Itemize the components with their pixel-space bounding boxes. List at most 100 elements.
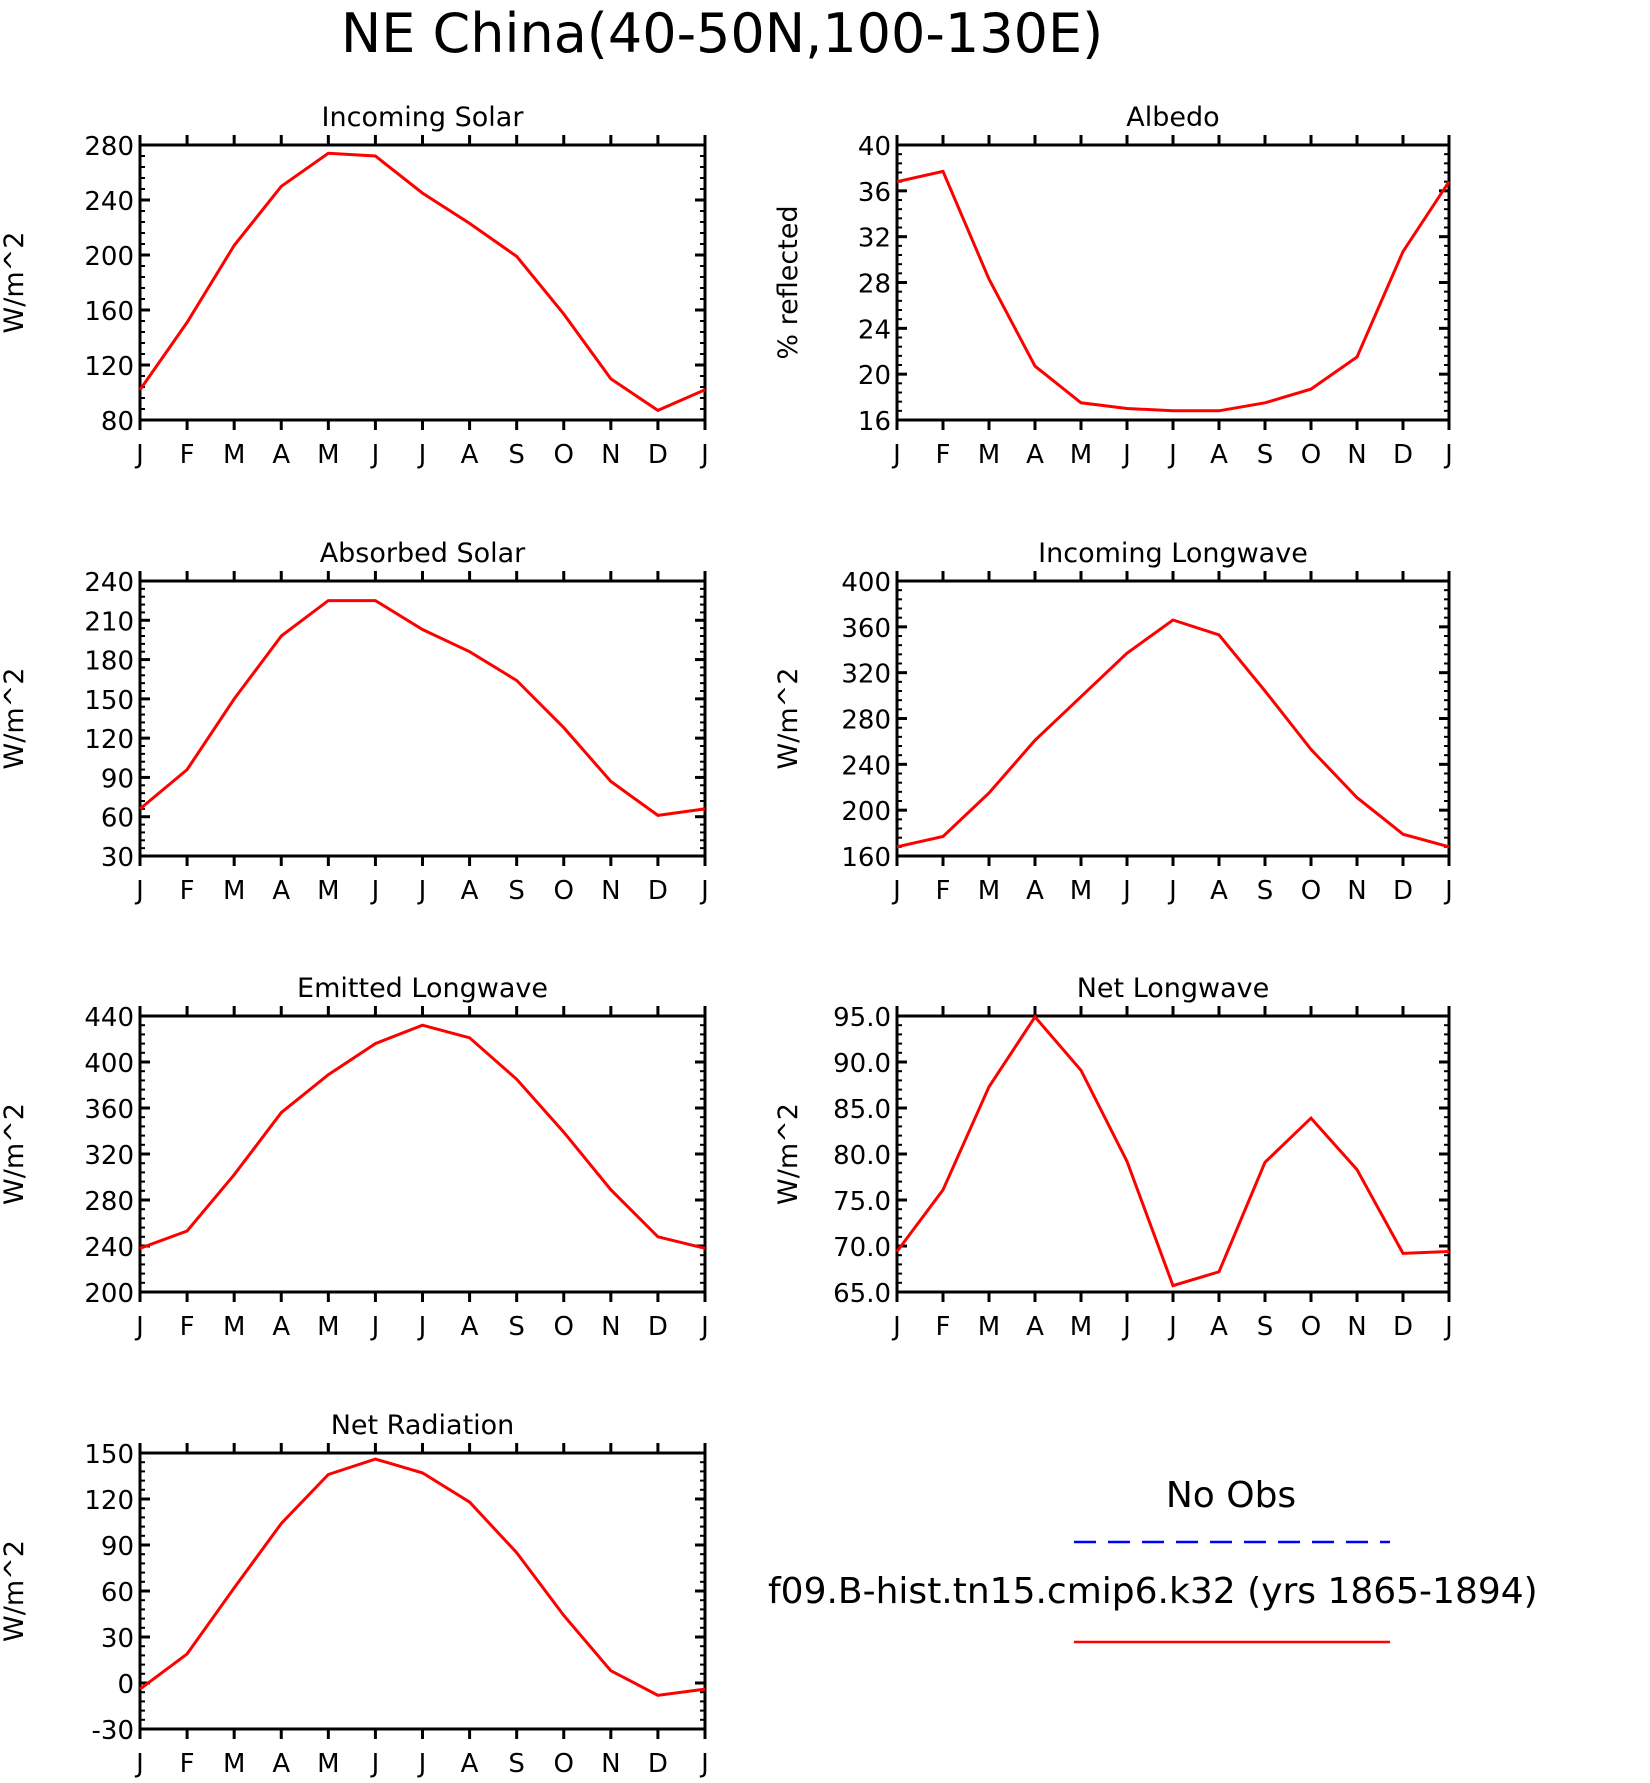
x-tick-label: O <box>554 1312 574 1342</box>
x-tick-label: J <box>1121 876 1131 906</box>
x-tick-label: J <box>417 440 427 470</box>
x-tick-label: J <box>417 1749 427 1779</box>
x-tick-label: F <box>936 440 951 470</box>
y-axis-label: W/m^2 <box>0 232 30 334</box>
x-tick-label: M <box>317 876 339 906</box>
x-tick-label: A <box>1026 1312 1044 1342</box>
x-tick-label: A <box>1210 440 1228 470</box>
x-tick-label: J <box>417 876 427 906</box>
x-tick-label: J <box>134 1749 144 1779</box>
y-tick-label: 120 <box>84 1486 134 1516</box>
y-tick-label: 360 <box>84 1095 134 1125</box>
x-tick-label: F <box>936 1312 951 1342</box>
x-tick-label: M <box>317 1312 339 1342</box>
y-tick-label: 28 <box>858 270 891 300</box>
x-tick-label: A <box>1026 876 1044 906</box>
x-tick-label: A <box>272 1749 290 1779</box>
y-tick-label: 150 <box>84 686 134 716</box>
y-tick-label: 400 <box>84 1049 134 1079</box>
y-tick-label: 150 <box>84 1440 134 1470</box>
y-tick-label: 320 <box>84 1141 134 1171</box>
x-tick-label: J <box>1443 440 1453 470</box>
panel-title: Incoming Longwave <box>1038 538 1308 569</box>
x-tick-label: J <box>891 876 901 906</box>
x-tick-label: A <box>1210 1312 1228 1342</box>
plot-frame <box>895 143 1451 422</box>
x-tick-label: N <box>601 1749 620 1779</box>
x-tick-label: J <box>1443 1312 1453 1342</box>
y-tick-label: 85.0 <box>833 1095 891 1125</box>
x-tick-label: S <box>1257 440 1274 470</box>
x-tick-label: S <box>508 440 525 470</box>
y-tick-label: 280 <box>84 132 134 162</box>
x-tick-label: F <box>180 1749 195 1779</box>
panel-title: Net Radiation <box>331 1410 515 1441</box>
panel-4: J F M A M J J A S O N D J160200240280320360400Incomi… <box>773 538 1453 906</box>
x-tick-label: M <box>978 876 1000 906</box>
x-tick-label: D <box>648 440 668 470</box>
x-tick-label: M <box>223 876 245 906</box>
x-tick-label: A <box>461 1749 479 1779</box>
panel-title: Net Longwave <box>1077 973 1270 1004</box>
legend: No Obs f09.B-hist.tn15.cmip6.k32 (yrs 18… <box>768 1475 1538 1644</box>
x-tick-label: S <box>1257 1312 1274 1342</box>
panel-title: Albedo <box>1126 102 1219 133</box>
y-tick-label: 16 <box>858 407 891 437</box>
x-tick-label: M <box>223 1312 245 1342</box>
series-line <box>896 169 1451 413</box>
y-tick-label: 200 <box>84 1279 134 1309</box>
y-axis-label: W/m^2 <box>0 1103 30 1205</box>
x-tick-label: S <box>508 876 525 906</box>
y-tick-label: 440 <box>84 1003 134 1033</box>
figure-title: NE China(40-50N,100-130E) <box>341 2 1103 65</box>
y-tick-label: 32 <box>858 224 891 254</box>
y-tick-label: 240 <box>841 751 891 781</box>
y-tick-label: 180 <box>84 647 134 677</box>
series-line <box>895 1014 1450 1288</box>
y-tick-label: 160 <box>841 843 891 873</box>
x-tick-label: M <box>978 1312 1000 1342</box>
panel-6: J F M A M J J A S O N D J65.070.075.080.085.090.095.… <box>773 973 1453 1342</box>
y-tick-label: 210 <box>84 607 134 637</box>
y-tick-label: 95.0 <box>833 1003 891 1033</box>
x-tick-label: N <box>1347 876 1366 906</box>
y-tick-label: 65.0 <box>833 1279 891 1309</box>
y-tick-label: 70.0 <box>833 1233 891 1263</box>
y-tick-label: 36 <box>858 178 891 208</box>
x-tick-label: J <box>134 1312 144 1342</box>
y-axis-label: W/m^2 <box>0 668 30 770</box>
x-tick-label: J <box>417 1312 427 1342</box>
x-tick-label: D <box>648 1312 668 1342</box>
y-tick-label: 30 <box>101 843 134 873</box>
x-tick-label: F <box>936 876 951 906</box>
y-tick-label: 80.0 <box>833 1141 891 1171</box>
y-tick-label: 75.0 <box>833 1187 891 1217</box>
y-tick-label: -30 <box>92 1716 134 1746</box>
series-line <box>139 1023 706 1250</box>
y-tick-label: 400 <box>841 568 891 598</box>
y-tick-label: 200 <box>84 242 134 272</box>
x-tick-label: M <box>317 440 339 470</box>
x-tick-label: D <box>1393 1312 1413 1342</box>
y-tick-label: 200 <box>841 797 891 827</box>
panel-3: J F M A M J J A S O N D J306090120150180210240Absorb… <box>0 538 709 906</box>
plot-frame <box>138 1451 707 1731</box>
x-tick-label: O <box>1301 876 1321 906</box>
x-tick-label: F <box>180 440 195 470</box>
x-tick-label: J <box>134 876 144 906</box>
x-tick-label: O <box>1301 440 1321 470</box>
x-tick-label: A <box>1026 440 1044 470</box>
x-tick-label: F <box>180 1312 195 1342</box>
y-tick-label: 90 <box>101 764 134 794</box>
x-tick-label: J <box>1167 876 1177 906</box>
x-tick-label: M <box>1070 1312 1092 1342</box>
y-tick-label: 80 <box>101 407 134 437</box>
panel-5: J F M A M J J A S O N D J200240280320360400440Emitte… <box>0 973 709 1342</box>
y-tick-label: 30 <box>101 1624 134 1654</box>
x-tick-label: N <box>601 876 620 906</box>
legend-obs-label: No Obs <box>1166 1475 1296 1516</box>
plot-frame <box>138 143 707 422</box>
x-tick-label: M <box>1070 876 1092 906</box>
x-tick-label: J <box>1167 1312 1177 1342</box>
